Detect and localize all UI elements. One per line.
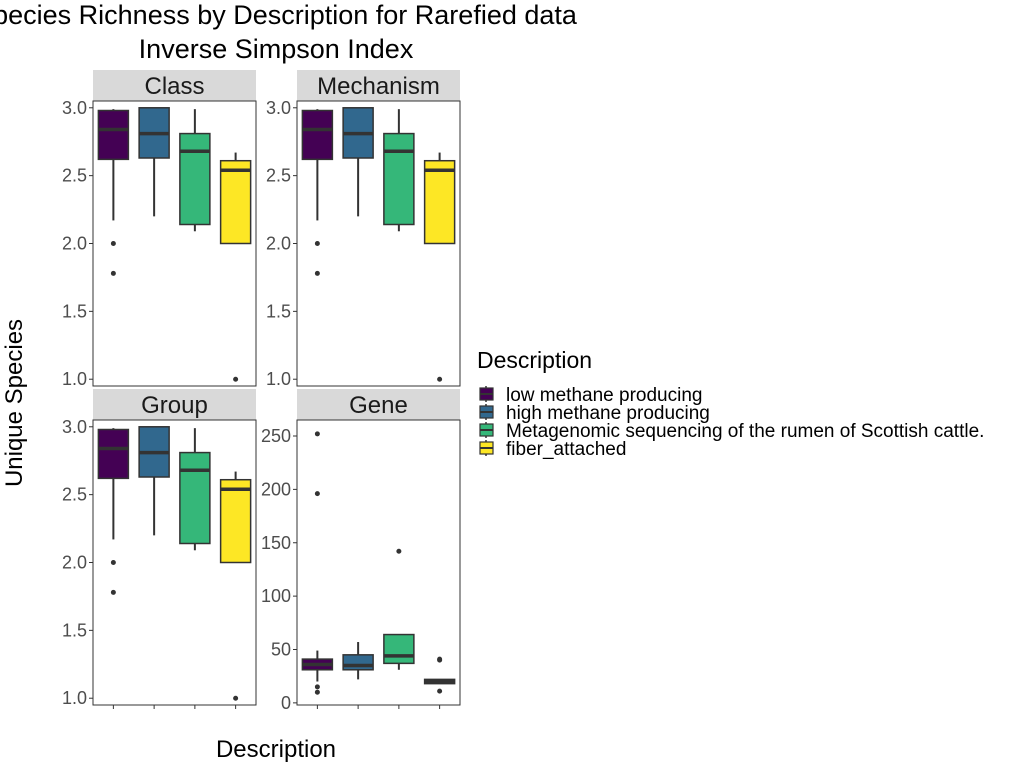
box-body (179, 132, 211, 226)
box-2 (342, 107, 374, 217)
box-1 (97, 428, 130, 595)
y-tick-label: 2.0 (62, 553, 87, 573)
outlier-point (314, 241, 320, 246)
box-body (301, 109, 334, 161)
legend-item-3: Metagenomic sequencing of the rumen of S… (479, 421, 984, 442)
box-body (97, 109, 130, 161)
legend-label: high methane producing (506, 403, 710, 424)
legend-label: fiber_attached (506, 439, 626, 460)
y-axis-title: Unique Species (1, 319, 28, 487)
y-tick-label: 1.0 (62, 369, 87, 389)
y-tick-label: 2.5 (266, 166, 291, 186)
box-4 (219, 471, 252, 701)
y-tick-label: 1.0 (266, 369, 291, 389)
box-1 (97, 109, 130, 276)
facet-gene: Gene 0 50 100 150 200 250 (261, 389, 461, 713)
panel-border (296, 419, 461, 706)
box-3 (383, 109, 415, 232)
y-tick-label: 2.5 (62, 485, 87, 505)
box-2 (138, 426, 170, 536)
box-2 (342, 642, 374, 680)
y-tick-label: 0 (281, 693, 291, 713)
box-body (342, 654, 374, 671)
y-tick-label: 3.0 (266, 98, 291, 118)
outlier-point (110, 241, 116, 246)
y-tick-label: 1.5 (62, 301, 87, 321)
facet-group: Group 1.0 1.5 2.0 2.5 3.0 (62, 389, 257, 709)
outlier-point (110, 560, 116, 565)
box-2 (138, 107, 170, 217)
y-tick-label: 1.5 (62, 620, 87, 640)
facet-strip (93, 389, 256, 420)
y-tick-label: 1.5 (266, 301, 291, 321)
facet-strip (297, 389, 460, 420)
x-axis-title: Description (216, 736, 336, 763)
y-tick-label: 3.0 (62, 417, 87, 437)
box-body (219, 159, 252, 245)
box-4 (219, 152, 252, 382)
facet-mechanism: Mechanism 1.0 1.5 2.0 2.5 3.0 (266, 70, 461, 389)
legend-item-1: low methane producing (479, 385, 702, 406)
facet-panels: Class 1.0 1.5 2.0 2.5 3.0 Mechanism 1.0 1.5 2.0 2.… (62, 70, 461, 713)
panel-border (92, 419, 257, 706)
outlier-point (314, 689, 320, 695)
outlier-point (233, 376, 239, 382)
box-4 (423, 656, 456, 694)
outlier-point (314, 431, 320, 437)
y-tick-label: 100 (261, 586, 291, 606)
y-tick-label: 250 (261, 426, 291, 446)
legend-title: Description (477, 347, 592, 373)
box-body (97, 428, 130, 480)
box-4 (423, 152, 456, 382)
box-1 (301, 109, 334, 276)
facet-strip (297, 70, 460, 101)
panel-border (92, 100, 257, 387)
box-body (179, 451, 211, 545)
box-body (219, 478, 252, 564)
facet-strip (93, 70, 256, 101)
box-body (383, 132, 415, 226)
facet-strip-label: Gene (349, 392, 408, 419)
box-body (383, 633, 415, 665)
y-tick-label: 1.0 (62, 688, 87, 708)
chart-title-line-2: Inverse Simpson Index (139, 34, 414, 64)
y-tick-label: 200 (261, 479, 291, 499)
legend-label: low methane producing (506, 385, 702, 406)
outlier-point (314, 491, 320, 497)
y-tick-label: 2.5 (62, 166, 87, 186)
outlier-point (437, 656, 443, 662)
legend-label: Metagenomic sequencing of the rumen of S… (506, 421, 984, 442)
facet-class: Class 1.0 1.5 2.0 2.5 3.0 (62, 70, 257, 389)
outlier-point (437, 376, 443, 382)
panel-border (296, 100, 461, 387)
y-tick-label: 50 (271, 639, 291, 659)
y-tick-label: 2.0 (62, 234, 87, 254)
outlier-point (437, 688, 443, 694)
outlier-point (233, 695, 239, 701)
chart-title-line-1: Species Richness by Description for Rare… (0, 0, 578, 30)
box-3 (179, 428, 211, 551)
outlier-point (110, 270, 116, 276)
facet-strip-label: Group (141, 392, 208, 419)
y-tick-label: 150 (261, 533, 291, 553)
facet-strip-label: Class (144, 73, 204, 100)
box-3 (179, 109, 211, 232)
legend-item-4: fiber_attached (479, 439, 626, 460)
outlier-point (396, 548, 402, 554)
box-3 (383, 548, 415, 670)
box-body (423, 159, 456, 245)
legend-item-2: high methane producing (479, 403, 710, 424)
y-tick-label: 2.0 (266, 234, 291, 254)
outlier-point (110, 589, 116, 595)
facet-strip-label: Mechanism (317, 73, 440, 100)
y-tick-label: 3.0 (62, 98, 87, 118)
outlier-point (314, 684, 320, 690)
box-1 (301, 431, 334, 695)
outlier-point (314, 270, 320, 276)
